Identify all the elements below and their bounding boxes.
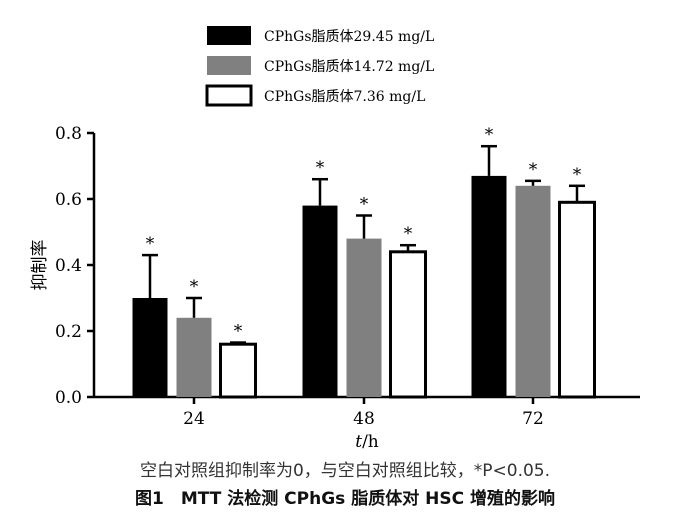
x-axis-title-unit: /h bbox=[362, 432, 379, 452]
legend: CPhGs脂质体29.45 mg/L CPhGs脂质体14.72 mg/L CPhG… bbox=[205, 26, 434, 107]
legend-label: CPhGs脂质体7.36 mg/L bbox=[264, 89, 425, 105]
bar bbox=[515, 185, 551, 397]
x-axis-title: t/h bbox=[355, 432, 379, 452]
bar bbox=[558, 200, 596, 399]
x-tick-label: 48 bbox=[353, 409, 375, 429]
bar bbox=[302, 205, 338, 397]
legend-label: CPhGs脂质体29.45 mg/L bbox=[264, 29, 434, 45]
y-tick-label: 0.2 bbox=[55, 322, 82, 342]
legend-label: CPhGs脂质体14.72 mg/L bbox=[264, 59, 434, 75]
significance-marker: * bbox=[146, 234, 155, 254]
x-axis-title-symbol: t bbox=[355, 432, 362, 452]
legend-swatch bbox=[205, 84, 253, 107]
bar bbox=[471, 175, 507, 397]
bar bbox=[219, 342, 257, 399]
x-tick-label: 24 bbox=[183, 409, 205, 429]
y-tick-label: 0.8 bbox=[55, 124, 82, 144]
y-tick-label: 0.6 bbox=[55, 190, 82, 210]
bar bbox=[132, 298, 168, 397]
significance-marker: * bbox=[485, 125, 494, 145]
significance-marker: * bbox=[190, 277, 199, 297]
y-axis-title: 抑制率 bbox=[30, 240, 50, 291]
significance-marker: * bbox=[360, 195, 369, 215]
legend-swatch bbox=[207, 56, 251, 75]
legend-swatch bbox=[207, 26, 251, 45]
significance-marker: * bbox=[573, 165, 582, 185]
significance-marker: * bbox=[234, 322, 243, 342]
x-tick-label: 72 bbox=[522, 409, 544, 429]
figure-caption: 图1 MTT 法检测 CPhGs 脂质体对 HSC 增殖的影响 bbox=[135, 489, 555, 509]
figure-note: 空白对照组抑制率为0，与空白对照组比较，*P<0.05. bbox=[139, 461, 551, 481]
y-tick-label: 0.4 bbox=[55, 256, 82, 276]
bar bbox=[176, 317, 212, 397]
significance-marker: * bbox=[316, 158, 325, 178]
bar bbox=[389, 250, 427, 399]
bar bbox=[346, 238, 382, 397]
significance-marker: * bbox=[404, 224, 413, 244]
y-tick-label: 0.0 bbox=[55, 388, 82, 408]
significance-marker: * bbox=[529, 160, 538, 180]
bars: * * * * * * * * * bbox=[132, 125, 596, 399]
